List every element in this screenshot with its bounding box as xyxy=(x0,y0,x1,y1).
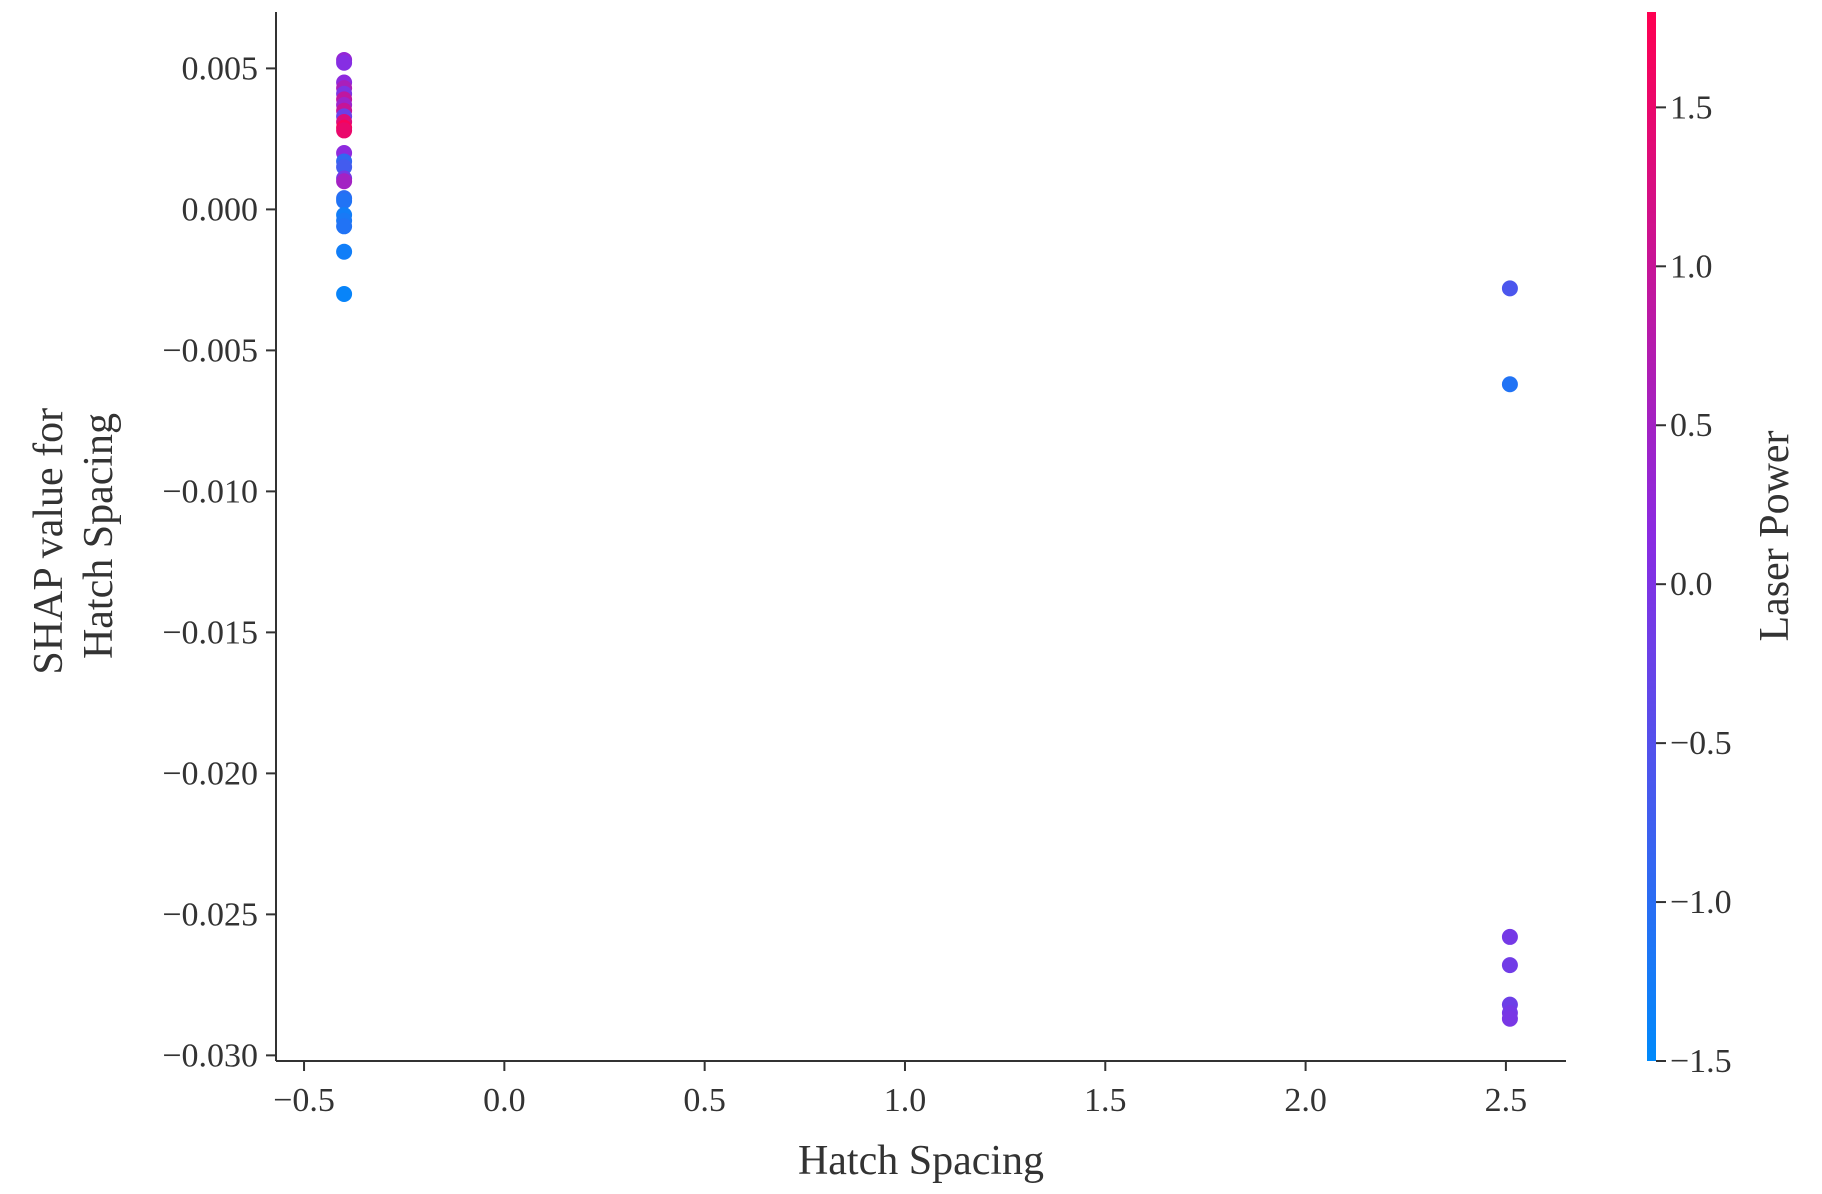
colorbar-tick-label: 0.5 xyxy=(1670,407,1713,444)
scatter-point xyxy=(1501,928,1518,945)
x-tick-label: −0.5 xyxy=(273,1082,335,1119)
y-axis-label-line-2: Hatch Spacing xyxy=(76,413,122,659)
colorbar xyxy=(1647,12,1656,1061)
colorbar-tick-label: −1.0 xyxy=(1670,884,1732,921)
colorbar-tick-label: 1.0 xyxy=(1670,248,1713,285)
y-tick-label: −0.005 xyxy=(162,332,258,369)
y-tick-label: 0.005 xyxy=(182,50,259,87)
scatter-point xyxy=(1501,1010,1518,1027)
y-axis-ticks: 0.005 0.000 −0.005 −0.010 −0.015 −0.020 −0.025… xyxy=(162,50,276,1074)
x-axis-ticks: −0.5 0.0 0.5 1.0 1.5 2.0 2.5 xyxy=(273,1061,1527,1119)
x-tick-label: 2.5 xyxy=(1485,1082,1528,1119)
scatter-point xyxy=(336,122,353,139)
colorbar-tick-label: 1.5 xyxy=(1670,89,1713,126)
scatter-point xyxy=(336,173,353,190)
scatter-point xyxy=(336,192,353,209)
y-tick-label: −0.020 xyxy=(162,755,258,792)
x-tick-label: 0.0 xyxy=(483,1082,526,1119)
x-tick-label: 1.5 xyxy=(1084,1082,1127,1119)
colorbar-tick-label: −1.5 xyxy=(1670,1043,1732,1080)
colorbar-label: Laser Power xyxy=(1752,430,1798,641)
scatter-point xyxy=(1501,957,1518,974)
y-tick-label: 0.000 xyxy=(182,191,259,228)
scatter-point xyxy=(336,159,353,176)
colorbar-ticks: 1.5 1.0 0.5 0.0 −0.5 −1.0 −1.5 xyxy=(1656,89,1732,1080)
x-tick-label: 2.0 xyxy=(1284,1082,1327,1119)
y-tick-label: −0.015 xyxy=(162,614,258,651)
colorbar-tick-label: −0.5 xyxy=(1670,725,1732,762)
scatter-point xyxy=(336,54,353,71)
x-axis-label: Hatch Spacing xyxy=(798,1138,1044,1184)
scatter-points xyxy=(336,51,1518,1027)
x-tick-label: 1.0 xyxy=(884,1082,927,1119)
scatter-point xyxy=(1501,280,1518,297)
y-tick-label: −0.010 xyxy=(162,473,258,510)
y-axis-label: SHAP value for Hatch Spacing xyxy=(26,397,122,674)
scatter-point xyxy=(1501,376,1518,393)
scatter-point xyxy=(336,243,353,260)
colorbar-tick-label: 0.0 xyxy=(1670,566,1713,603)
scatter-point xyxy=(336,285,353,302)
x-tick-label: 0.5 xyxy=(683,1082,726,1119)
y-tick-label: −0.030 xyxy=(162,1037,258,1074)
y-axis-label-line-1: SHAP value for xyxy=(26,408,72,675)
y-tick-label: −0.025 xyxy=(162,896,258,933)
scatter-point xyxy=(336,218,353,235)
